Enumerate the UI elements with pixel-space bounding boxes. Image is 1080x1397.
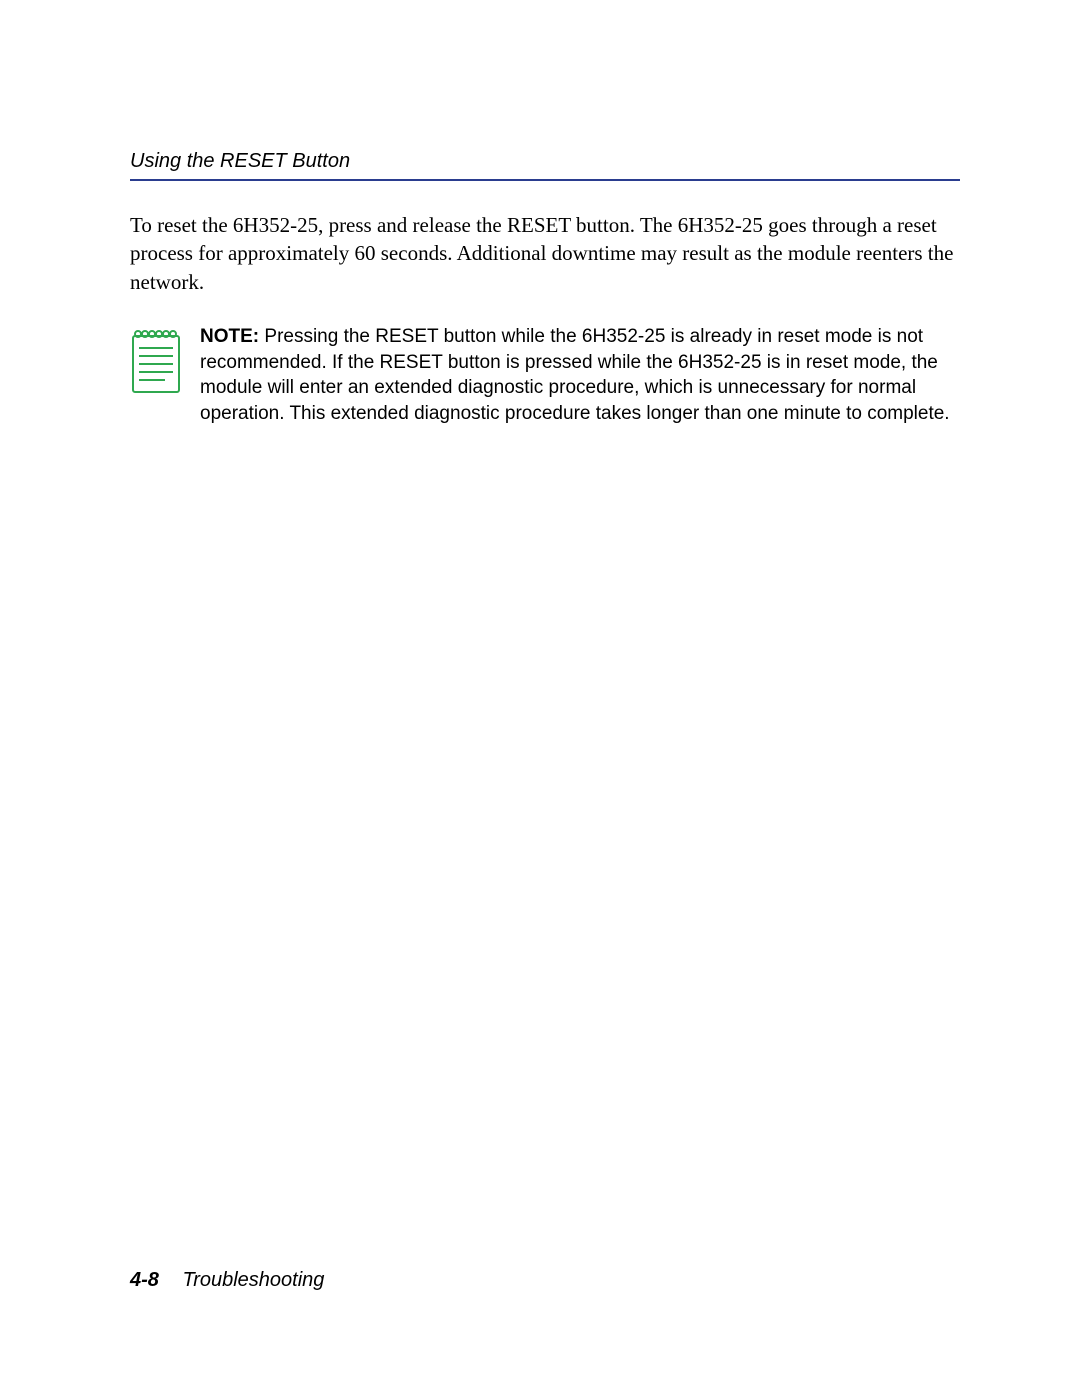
footer-page-number: 4-8 bbox=[130, 1269, 159, 1291]
note-body: Pressing the RESET button while the 6H35… bbox=[200, 326, 950, 424]
document-page: Using the RESET Button To reset the 6H35… bbox=[0, 0, 1080, 1397]
notepad-icon bbox=[130, 326, 182, 394]
header-rule bbox=[130, 179, 960, 181]
section-header: Using the RESET Button bbox=[130, 150, 960, 173]
footer-chapter: Troubleshooting bbox=[182, 1269, 324, 1291]
body-paragraph: To reset the 6H352-25, press and release… bbox=[130, 211, 960, 296]
note-block: NOTE: Pressing the RESET button while th… bbox=[130, 324, 960, 427]
note-label: NOTE: bbox=[200, 326, 259, 347]
note-text: NOTE: Pressing the RESET button while th… bbox=[200, 324, 960, 427]
page-footer: 4-8 Troubleshooting bbox=[130, 1269, 324, 1292]
